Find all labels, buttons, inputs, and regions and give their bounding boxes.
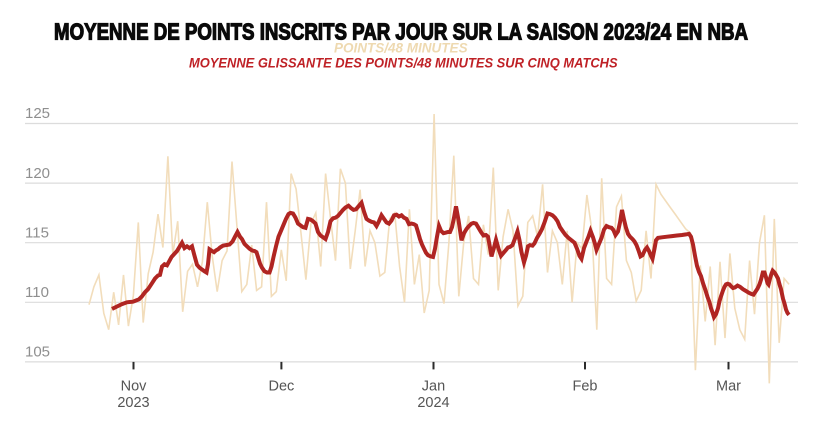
svg-text:120: 120 xyxy=(25,165,50,182)
svg-text:2024: 2024 xyxy=(417,395,449,411)
svg-text:Jan: Jan xyxy=(422,379,445,395)
svg-text:Dec: Dec xyxy=(269,379,295,395)
svg-text:Mar: Mar xyxy=(716,379,741,395)
svg-text:MOYENNE DE POINTS INSCRITS PAR: MOYENNE DE POINTS INSCRITS PAR JOUR SUR … xyxy=(54,19,748,45)
svg-text:MOYENNE GLISSANTE DES POINTS/4: MOYENNE GLISSANTE DES POINTS/48 MINUTES … xyxy=(189,55,618,70)
svg-text:110: 110 xyxy=(25,284,49,301)
svg-text:2023: 2023 xyxy=(117,395,149,411)
svg-text:Feb: Feb xyxy=(573,379,598,395)
svg-text:115: 115 xyxy=(25,224,49,241)
svg-text:POINTS/48 MINUTES: POINTS/48 MINUTES xyxy=(334,40,468,55)
svg-text:105: 105 xyxy=(25,344,50,361)
svg-text:Nov: Nov xyxy=(121,379,148,395)
svg-text:125: 125 xyxy=(25,105,50,122)
